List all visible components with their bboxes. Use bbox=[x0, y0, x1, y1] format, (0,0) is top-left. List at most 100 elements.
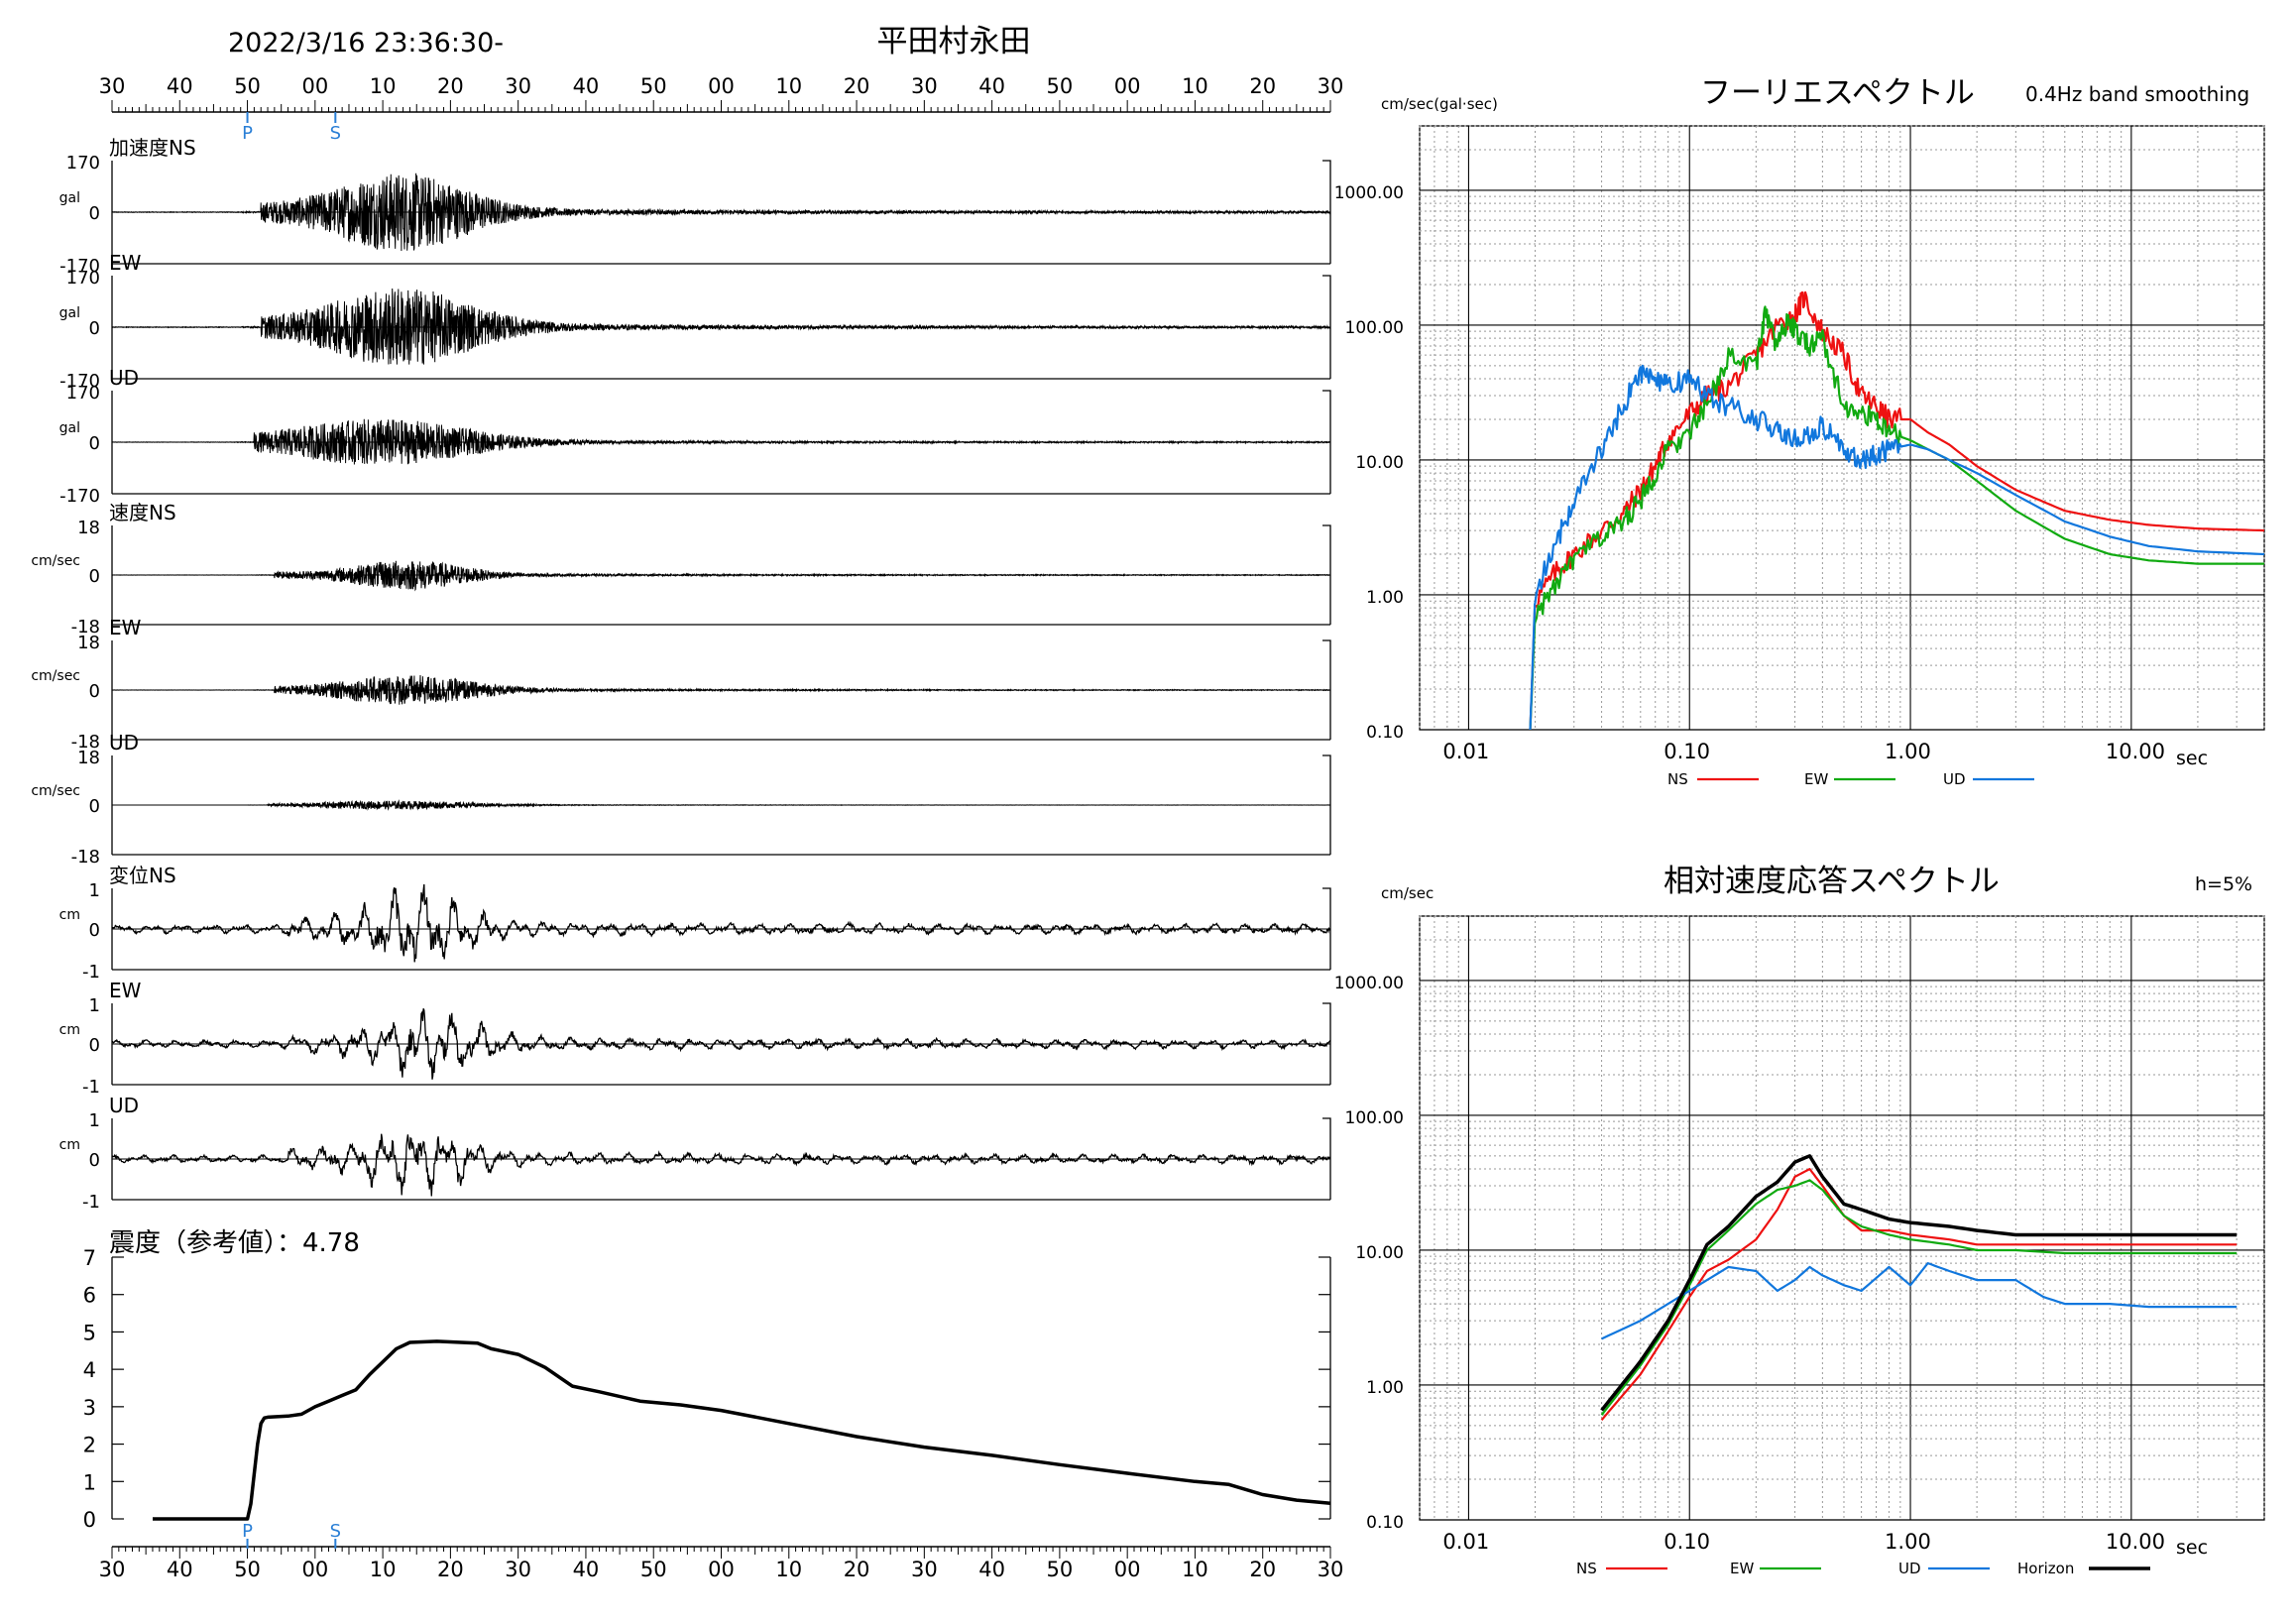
time-tick-label: 20 bbox=[844, 74, 870, 98]
intensity-phase-marker-p: P bbox=[242, 1521, 253, 1542]
panel-component-label: UD bbox=[109, 731, 139, 754]
time-tick-label: 40 bbox=[978, 74, 1005, 98]
time-tick-label: 30 bbox=[911, 1558, 938, 1581]
time-tick-label: 30 bbox=[505, 74, 531, 98]
time-tick-label: 10 bbox=[1182, 1558, 1208, 1581]
panel-unit-label: cm/sec bbox=[31, 553, 80, 569]
x-tick-label: 10.00 bbox=[2106, 740, 2165, 763]
waveform-trace bbox=[112, 674, 1331, 705]
panel-max-label: 18 bbox=[77, 748, 100, 768]
time-tick-label: 40 bbox=[167, 1558, 193, 1581]
panel-zero-label: 0 bbox=[89, 1150, 100, 1171]
phase-marker-s: S bbox=[330, 123, 341, 144]
waveform-trace bbox=[111, 883, 1331, 963]
plot-frame bbox=[1419, 125, 2265, 731]
series-line-ud bbox=[1601, 1262, 2238, 1340]
panel-zero-label: 0 bbox=[89, 318, 100, 339]
panel-component-label: EW bbox=[109, 616, 142, 639]
time-tick-label: 00 bbox=[708, 1558, 735, 1581]
panel-unit-label: cm bbox=[59, 907, 80, 923]
y-tick-label: 100.00 bbox=[1345, 1108, 1404, 1128]
series-line-ns bbox=[1529, 290, 2265, 731]
panel-right-bracket bbox=[1322, 639, 1331, 740]
time-tick-label: 50 bbox=[640, 1558, 667, 1581]
panel-right-bracket bbox=[1322, 275, 1331, 379]
panel-right-bracket bbox=[1322, 524, 1331, 625]
x-tick-label: 1.00 bbox=[1885, 740, 1931, 763]
legend-label-ns: NS bbox=[1667, 770, 1688, 788]
panel-component-label: EW bbox=[109, 979, 142, 1002]
time-tick-label: 10 bbox=[775, 74, 802, 98]
panel-unit-label: gal bbox=[59, 190, 80, 206]
panel-component-label: UD bbox=[109, 366, 139, 390]
x-tick-label: 0.01 bbox=[1442, 740, 1489, 763]
waveform-trace bbox=[111, 1133, 1331, 1197]
time-tick-label: 20 bbox=[437, 1558, 464, 1581]
top-time-axis: 30 40 50 00 10 20 30 40 50 00 10 20 30 40 50 00 10 20 30 P S bbox=[99, 74, 1344, 144]
panel-min-label: -18 bbox=[71, 847, 100, 868]
x-tick-label: 0.01 bbox=[1442, 1530, 1489, 1554]
time-tick-label: 50 bbox=[234, 1558, 261, 1581]
waveform-panel-変位-UD: 1 -1 0 cm UD bbox=[59, 1094, 1331, 1213]
series-line-ew bbox=[1600, 1179, 2238, 1416]
waveform-trace bbox=[111, 418, 1331, 465]
time-tick-label: 20 bbox=[1249, 74, 1276, 98]
time-tick-label: 50 bbox=[640, 74, 667, 98]
time-tick-label: 30 bbox=[99, 74, 126, 98]
panel-component-label: 加速度NS bbox=[109, 136, 196, 160]
legend-label-ud: UD bbox=[1898, 1560, 1921, 1577]
time-tick-label: 30 bbox=[505, 1558, 531, 1581]
panel-unit-label: cm/sec bbox=[31, 783, 80, 799]
intensity-y-tick-label: 6 bbox=[83, 1284, 96, 1308]
intensity-y-tick-label: 7 bbox=[83, 1246, 96, 1270]
waveform-panel-速度-NS: 18 -18 0 cm/sec 速度NS bbox=[31, 501, 1331, 638]
y-tick-label: 0.10 bbox=[1366, 1513, 1404, 1533]
panel-right-bracket bbox=[1322, 390, 1331, 494]
panel-min-label: -170 bbox=[59, 256, 100, 277]
time-tick-label: 10 bbox=[370, 1558, 397, 1581]
waveform-panel-変位-NS: 1 -1 0 cm 変位NS bbox=[59, 864, 1331, 983]
panel-min-label: -18 bbox=[71, 732, 100, 753]
time-tick-label: 00 bbox=[301, 1558, 328, 1581]
y-tick-label: 1000.00 bbox=[1334, 183, 1404, 203]
response-xlabel: sec bbox=[2176, 1537, 2208, 1559]
intensity-y-tick-label: 4 bbox=[83, 1358, 96, 1382]
panel-min-label: -1 bbox=[82, 962, 100, 983]
fourier-ylabel: cm/sec(gal·sec) bbox=[1381, 95, 1498, 113]
response-ylabel: cm/sec bbox=[1381, 884, 1434, 902]
x-tick-label: 10.00 bbox=[2106, 1530, 2165, 1554]
time-tick-label: 40 bbox=[573, 1558, 600, 1581]
fourier-spectrum-chart: フーリエスペクトル 0.4Hz band smoothing cm/sec(ga… bbox=[1334, 75, 2265, 788]
time-tick-label: 20 bbox=[844, 1558, 870, 1581]
intensity-chart: 震度（参考値）：4.78 0 1 2 3 4 5 6 7 30 40 50 00 10 20 30 40 50 0… bbox=[83, 1228, 1344, 1581]
time-tick-label: 20 bbox=[437, 74, 464, 98]
y-tick-label: 1000.00 bbox=[1334, 974, 1404, 993]
x-tick-label: 1.00 bbox=[1885, 1530, 1931, 1554]
panel-component-label: 変位NS bbox=[109, 864, 176, 887]
intensity-trace bbox=[153, 1339, 1331, 1521]
panel-component-label: EW bbox=[109, 251, 142, 275]
panel-right-bracket bbox=[1322, 1002, 1331, 1085]
y-tick-label: 0.10 bbox=[1366, 723, 1404, 743]
fourier-subtitle: 0.4Hz band smoothing bbox=[2025, 82, 2249, 106]
time-tick-label: 00 bbox=[1114, 74, 1141, 98]
intensity-phase-marker-s: S bbox=[330, 1521, 341, 1542]
panel-zero-label: 0 bbox=[89, 566, 100, 587]
time-tick-label: 00 bbox=[1114, 1558, 1141, 1581]
time-tick-label: 20 bbox=[1249, 1558, 1276, 1581]
intensity-title: 震度（参考値）：4.78 bbox=[109, 1228, 360, 1258]
panel-unit-label: cm bbox=[59, 1137, 80, 1153]
panel-max-label: 1 bbox=[89, 880, 100, 901]
panel-min-label: -170 bbox=[59, 486, 100, 507]
panel-zero-label: 0 bbox=[89, 681, 100, 702]
panel-max-label: 170 bbox=[66, 268, 100, 289]
panel-max-label: 18 bbox=[77, 518, 100, 538]
panel-right-bracket bbox=[1322, 887, 1331, 970]
time-tick-label: 00 bbox=[301, 74, 328, 98]
phase-marker-p: P bbox=[242, 123, 253, 144]
legend-label-ew: EW bbox=[1730, 1560, 1754, 1577]
time-tick-label: 30 bbox=[1318, 1558, 1344, 1581]
panel-zero-label: 0 bbox=[89, 1035, 100, 1056]
waveform-trace bbox=[111, 1008, 1331, 1080]
